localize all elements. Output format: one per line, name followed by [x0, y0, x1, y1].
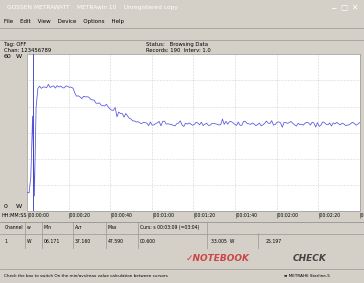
Text: 60: 60 [4, 54, 11, 59]
Text: Chan: 123456789: Chan: 123456789 [4, 48, 52, 53]
Text: Status:   Browsing Data: Status: Browsing Data [146, 42, 207, 47]
Text: 33.005  W: 33.005 W [211, 239, 235, 244]
Text: w: w [27, 225, 31, 230]
Text: |00:01:20: |00:01:20 [194, 213, 215, 218]
Text: Curs: s 00:03:09 (=03:04): Curs: s 00:03:09 (=03:04) [140, 225, 199, 230]
Text: |00:00:00: |00:00:00 [27, 213, 49, 218]
Text: |00:00:40: |00:00:40 [110, 213, 132, 218]
Text: 47.590: 47.590 [107, 239, 123, 244]
Text: W: W [16, 204, 22, 209]
Text: ≡ METRAH6 Starline-5: ≡ METRAH6 Starline-5 [284, 274, 330, 278]
Text: Avr: Avr [75, 225, 82, 230]
Text: Records: 190  Interv: 1.0: Records: 190 Interv: 1.0 [146, 48, 210, 53]
Text: |00:02:00: |00:02:00 [277, 213, 298, 218]
Text: HH:MM:SS: HH:MM:SS [2, 213, 27, 218]
Text: 1: 1 [4, 239, 7, 244]
Text: 0: 0 [4, 204, 8, 209]
Text: □: □ [340, 3, 347, 12]
Text: |00:02:20: |00:02:20 [318, 213, 340, 218]
Text: 25.197: 25.197 [266, 239, 282, 244]
Text: ✕: ✕ [351, 3, 357, 12]
Text: ✓NOTEBOOK: ✓NOTEBOOK [186, 254, 250, 263]
Text: |00:01:00: |00:01:00 [152, 213, 174, 218]
Text: Max: Max [107, 225, 117, 230]
Text: Min: Min [44, 225, 52, 230]
Text: Tag: OFF: Tag: OFF [4, 42, 27, 47]
Text: 00.600: 00.600 [140, 239, 156, 244]
Text: Check the box to switch On the min/avs/max value calculation between cursors: Check the box to switch On the min/avs/m… [4, 274, 168, 278]
Text: GOSSEN METRAWATT    METRAwin 10    Unregistered copy: GOSSEN METRAWATT METRAwin 10 Unregistere… [7, 5, 177, 10]
Text: Channel: Channel [4, 225, 23, 230]
Text: W: W [27, 239, 32, 244]
Text: |00:02:40: |00:02:40 [360, 213, 364, 218]
Text: 06.171: 06.171 [44, 239, 60, 244]
Text: ─: ─ [331, 3, 335, 12]
Text: |00:01:40: |00:01:40 [235, 213, 257, 218]
Text: File    Edit    View    Device    Options    Help: File Edit View Device Options Help [4, 19, 124, 24]
Text: W: W [16, 54, 22, 59]
Text: 37.160: 37.160 [75, 239, 91, 244]
Text: |00:00:20: |00:00:20 [69, 213, 91, 218]
Text: CHECK: CHECK [293, 254, 327, 263]
